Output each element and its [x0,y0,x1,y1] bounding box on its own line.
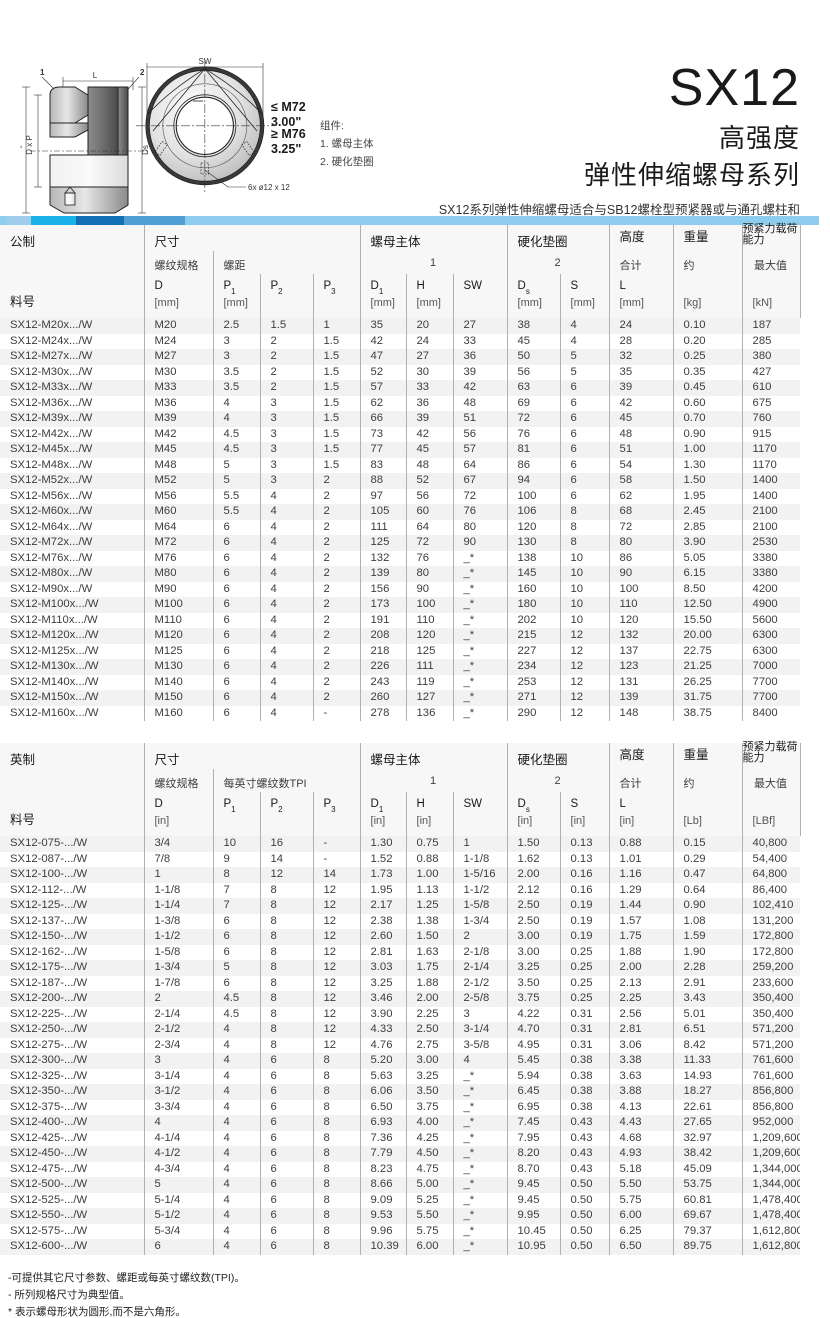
svg-text:6x ø12 x 12: 6x ø12 x 12 [248,183,290,192]
svg-text:L: L [93,71,98,80]
svg-text:Ds: Ds [141,145,150,155]
svg-text:SW: SW [199,57,212,66]
svg-text:1: 1 [40,68,45,77]
svg-text:D1: D1 [20,145,24,155]
svg-text:2: 2 [140,68,145,77]
svg-text:D x P: D x P [25,135,34,155]
